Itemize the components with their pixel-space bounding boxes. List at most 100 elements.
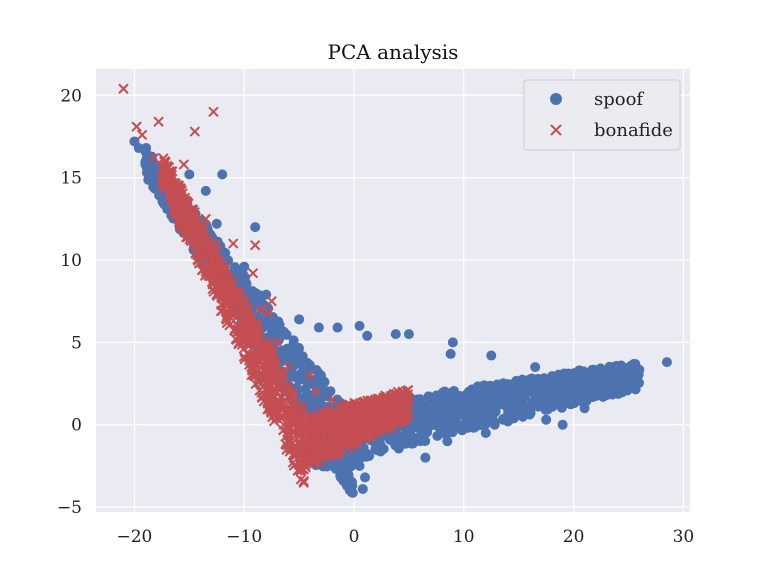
bonafide-point bbox=[236, 312, 248, 324]
bonafide-point bbox=[266, 394, 277, 405]
bonafide-point bbox=[329, 419, 340, 431]
spoof-point bbox=[360, 472, 371, 483]
spoof-point bbox=[493, 400, 504, 411]
legend-bonafide-label: bonafide bbox=[594, 120, 673, 141]
bonafide-point bbox=[386, 391, 397, 402]
bonafide-point bbox=[310, 427, 321, 439]
spoof-point bbox=[294, 314, 305, 325]
y-tick-label: −5 bbox=[57, 498, 82, 518]
bonafide-point bbox=[329, 435, 341, 446]
spoof-point bbox=[362, 448, 373, 459]
spoof-point bbox=[579, 403, 590, 414]
spoof-point bbox=[293, 342, 304, 353]
bonafide-point bbox=[307, 437, 319, 449]
bonafide-point bbox=[392, 386, 404, 397]
spoof-point bbox=[474, 415, 485, 426]
spoof-point bbox=[559, 368, 570, 379]
x-tick-label: 30 bbox=[673, 527, 695, 547]
bonafide-point bbox=[265, 347, 276, 358]
y-tick-label: 20 bbox=[60, 86, 82, 106]
bonafide-point bbox=[157, 177, 168, 188]
bonafide-point bbox=[192, 249, 203, 261]
bonafide-point bbox=[400, 411, 412, 422]
spoof-point bbox=[306, 401, 317, 412]
bonafide-point bbox=[208, 106, 219, 118]
spoof-point bbox=[590, 373, 601, 384]
spoof-point bbox=[559, 380, 570, 391]
bonafide-point bbox=[181, 231, 192, 243]
spoof-point bbox=[332, 322, 343, 333]
spoof-point bbox=[346, 454, 357, 465]
bonafide-point bbox=[206, 264, 217, 275]
bonafide-point bbox=[237, 331, 248, 342]
bonafide-point bbox=[177, 188, 188, 199]
bonafide-point bbox=[257, 370, 269, 381]
bonafide-point bbox=[136, 129, 148, 141]
spoof-point bbox=[285, 344, 296, 355]
bonafide-point bbox=[359, 427, 371, 439]
bonafide-point bbox=[315, 441, 327, 452]
spoof-point bbox=[432, 430, 443, 441]
spoof-point bbox=[480, 427, 491, 438]
bonafide-point bbox=[271, 337, 283, 348]
spoof-point bbox=[618, 367, 629, 378]
bonafide-point bbox=[367, 429, 378, 440]
bonafide-point bbox=[118, 83, 129, 94]
bonafide-point bbox=[310, 386, 321, 397]
bonafide-point bbox=[348, 403, 360, 414]
spoof-point bbox=[625, 378, 636, 389]
spoof-point bbox=[281, 329, 292, 340]
spoof-point bbox=[577, 390, 588, 401]
spoof-point bbox=[586, 386, 597, 397]
x-tick-label: 20 bbox=[563, 527, 585, 547]
bonafide-point bbox=[248, 324, 259, 336]
legend-spoof-marker bbox=[550, 93, 562, 105]
bonafide-point bbox=[288, 425, 299, 437]
spoof-point bbox=[409, 433, 420, 444]
bonafide-point bbox=[223, 288, 235, 299]
spoof-point bbox=[530, 362, 541, 373]
spoof-point bbox=[497, 390, 508, 401]
bonafide-point bbox=[282, 361, 294, 373]
spoof-point bbox=[482, 410, 493, 421]
bonafide-point bbox=[309, 413, 320, 425]
spoof-point bbox=[357, 483, 368, 494]
bonafide-series bbox=[118, 83, 415, 488]
bonafide-point bbox=[312, 454, 323, 466]
bonafide-point bbox=[293, 411, 305, 422]
spoof-point bbox=[445, 396, 456, 407]
spoof-point bbox=[140, 159, 151, 170]
bonafide-point bbox=[201, 239, 212, 251]
spoof-point bbox=[486, 350, 497, 361]
spoof-point bbox=[581, 377, 592, 388]
bonafide-point bbox=[382, 402, 394, 414]
bonafide-point bbox=[207, 283, 218, 295]
spoof-point bbox=[422, 427, 433, 438]
bonafide-point bbox=[220, 306, 232, 317]
bonafide-point bbox=[221, 317, 233, 329]
spoof-point bbox=[431, 399, 442, 410]
bonafide-point bbox=[208, 254, 220, 266]
bonafide-point bbox=[211, 238, 222, 249]
spoof-point bbox=[462, 401, 473, 412]
spoof-point bbox=[556, 402, 567, 413]
bonafide-point bbox=[289, 447, 300, 459]
bonafide-point bbox=[193, 233, 205, 245]
x-tick-label: 0 bbox=[349, 527, 360, 547]
bonafide-point bbox=[354, 430, 365, 441]
bonafide-point bbox=[233, 287, 244, 299]
bonafide-point bbox=[347, 421, 359, 432]
spoof-point bbox=[457, 423, 468, 434]
spoof-point bbox=[143, 174, 154, 185]
spoof-point bbox=[439, 386, 450, 397]
spoof-point bbox=[149, 183, 160, 194]
x-tick-label: −20 bbox=[116, 527, 152, 547]
bonafide-point bbox=[182, 196, 193, 208]
spoof-point bbox=[217, 169, 228, 180]
y-tick-label: 5 bbox=[71, 333, 82, 353]
bonafide-point bbox=[181, 215, 193, 226]
spoof-point bbox=[472, 383, 483, 394]
spoof-point bbox=[461, 414, 472, 425]
bonafide-point bbox=[390, 414, 401, 425]
